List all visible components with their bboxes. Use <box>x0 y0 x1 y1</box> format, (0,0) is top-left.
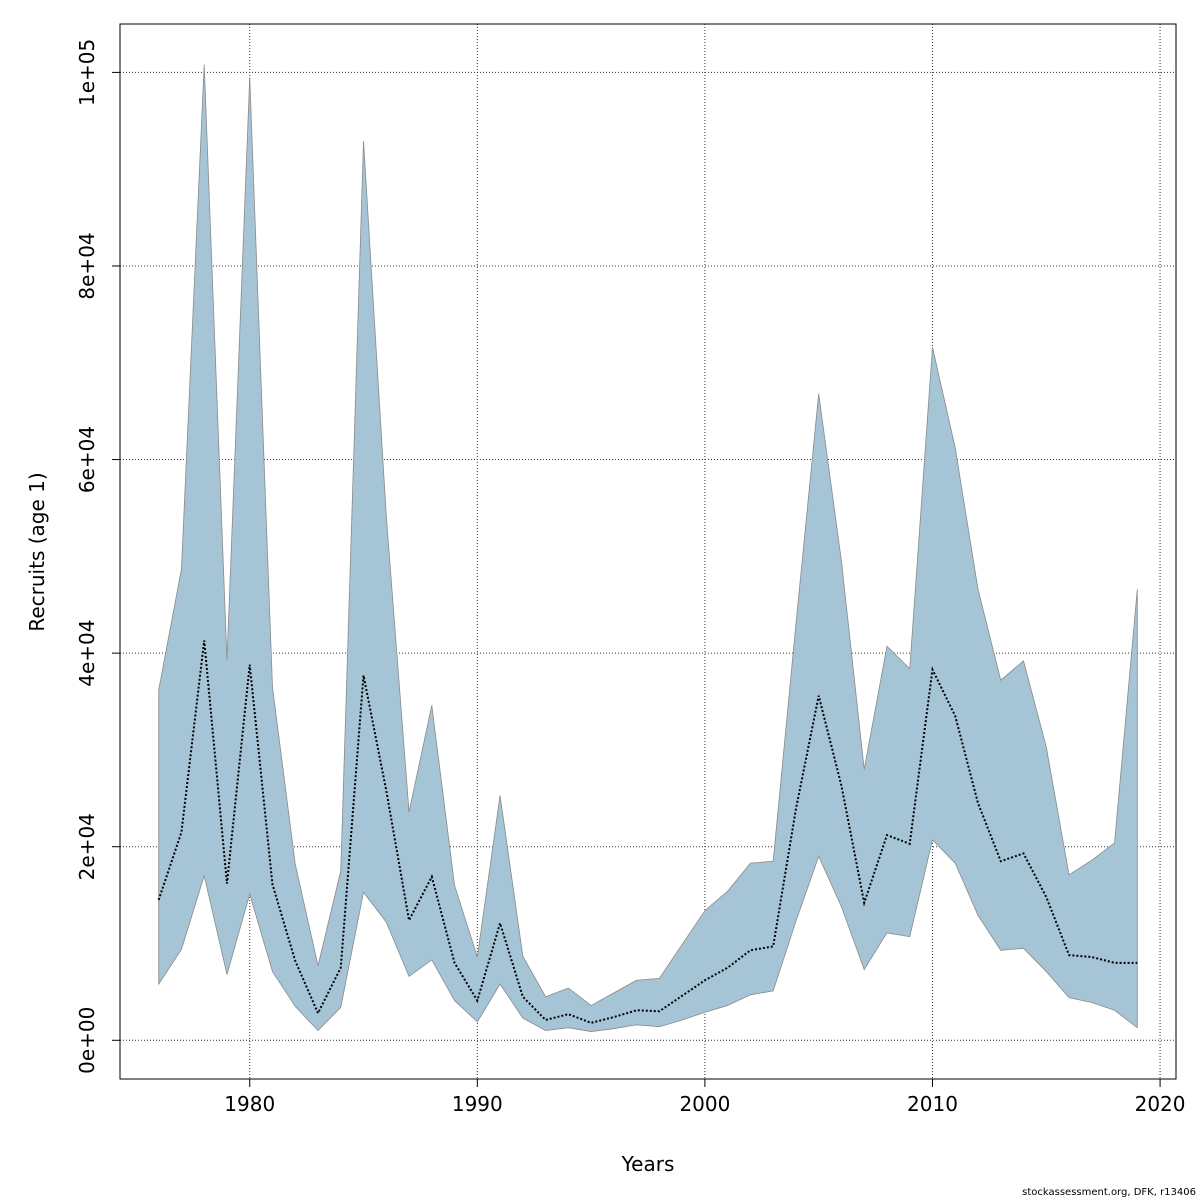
y-tick-label: 8e+04 <box>75 232 99 299</box>
plot-frame <box>119 23 1177 1080</box>
x-tick-label: 2000 <box>679 1092 730 1116</box>
y-tick-label: 0e+00 <box>75 1007 99 1074</box>
x-tick-label: 1990 <box>452 1092 503 1116</box>
confidence-band <box>158 64 1138 1032</box>
x-tick-label: 2010 <box>907 1092 958 1116</box>
x-tick-label: 2020 <box>1135 1092 1186 1116</box>
y-axis-title: Recruits (age 1) <box>25 472 49 631</box>
grid-lines <box>120 24 1176 1079</box>
credit-text: stockassessment.org, DFK, r13406 <box>1022 1187 1196 1198</box>
x-tick-label: 1980 <box>224 1092 275 1116</box>
x-axis-title: Years <box>621 1152 675 1176</box>
y-tick-label: 4e+04 <box>75 620 99 687</box>
x-axis: 1980 1990 2000 2010 2020 <box>224 1079 1186 1116</box>
y-tick-label: 2e+04 <box>75 813 99 880</box>
y-tick-label: 6e+04 <box>75 426 99 493</box>
y-axis: 0e+00 2e+04 4e+04 6e+04 8e+04 1e+05 <box>75 39 120 1074</box>
y-tick-label: 1e+05 <box>75 39 99 106</box>
